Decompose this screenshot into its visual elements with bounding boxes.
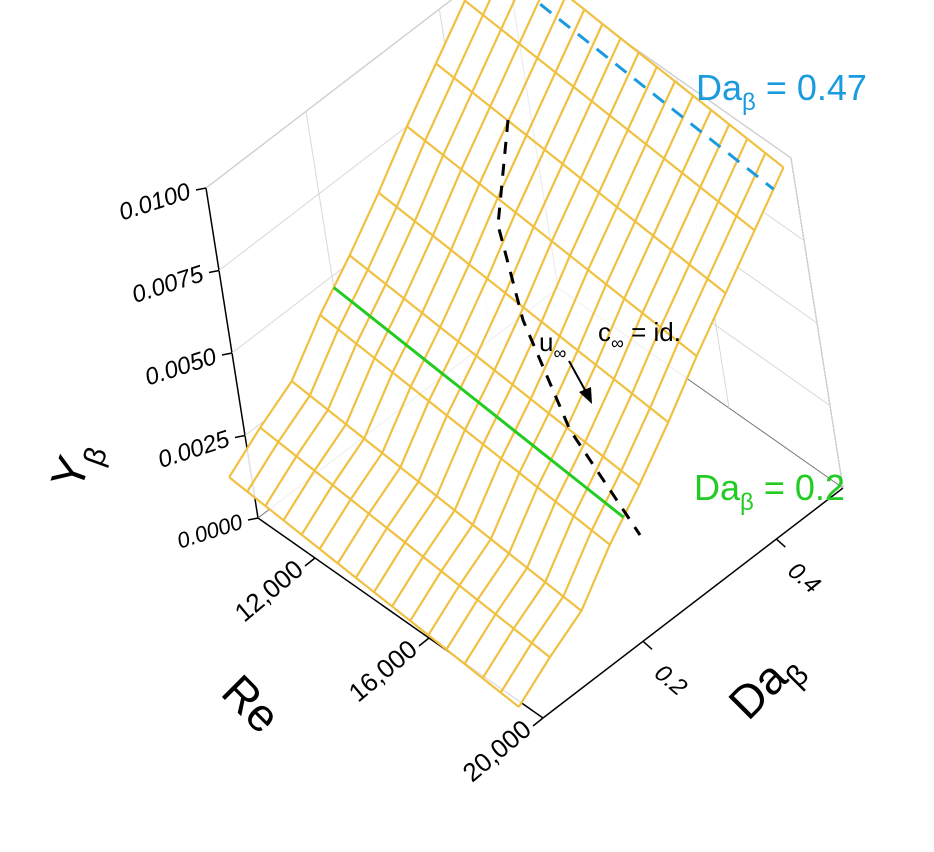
constant-c-infinity-line <box>496 119 642 536</box>
annotation-u-infinity: u∞ <box>539 327 566 363</box>
surface-line-re <box>517 166 785 708</box>
annotation-c-infinity: c∞ = id. <box>598 317 681 353</box>
y-tick-label: 0.4 <box>782 557 825 599</box>
surface-line-da <box>377 191 669 424</box>
surface-line-re <box>499 152 767 694</box>
y-axis-label: Daβ <box>718 638 815 735</box>
x-tick-label: 12,000 <box>229 554 309 628</box>
z-tick-label: 0.0025 <box>155 425 234 474</box>
x-axis-label: Re <box>212 665 290 743</box>
surface-mesh <box>228 0 785 708</box>
surface-line-re <box>373 52 640 593</box>
z-tick <box>221 352 233 356</box>
surface-line-re <box>282 0 541 521</box>
z-tick-label: 0.0000 <box>174 509 246 554</box>
x-tick <box>304 557 316 567</box>
annotation-da-047: Daβ = 0.47 <box>696 67 867 116</box>
y-tick <box>642 640 653 650</box>
surface-line-da <box>319 314 611 546</box>
x-tick <box>418 637 430 647</box>
annotation-lines <box>332 0 775 536</box>
surface-line-da <box>464 0 756 232</box>
surface-line-da <box>291 380 583 612</box>
z-axis-label: Yβ <box>40 433 114 499</box>
surface-line-re <box>445 109 713 651</box>
z-tick <box>195 187 207 191</box>
surface-line-da <box>570 0 785 169</box>
annotation-arrow <box>568 360 592 404</box>
z-tick-label: 0.0050 <box>142 343 221 392</box>
z-tick <box>234 434 246 439</box>
y-tick-label: 0.2 <box>649 659 692 701</box>
surface-line-da <box>348 254 640 486</box>
z-tick-label: 0.0100 <box>116 178 195 227</box>
box-edge-floor <box>542 487 844 719</box>
surface-line-re <box>481 138 749 679</box>
x-tick <box>532 717 544 727</box>
annotation-line <box>332 286 625 519</box>
surface-line-re <box>318 9 586 550</box>
surface-line-re <box>391 66 658 608</box>
surface-line-da <box>228 476 520 708</box>
gridline-x <box>790 157 844 489</box>
surface-line-re <box>463 123 731 665</box>
surface-line-re <box>427 95 694 636</box>
surface-line-da <box>435 62 727 295</box>
x-tick-label: 20,000 <box>457 714 537 788</box>
z-tick-label: 0.0075 <box>129 260 208 309</box>
x-tick-label: 16,000 <box>343 634 423 708</box>
surface-line-re <box>246 0 492 493</box>
y-tick <box>775 538 786 548</box>
surface-fill <box>229 0 784 707</box>
annotation-da-02: Daβ = 0.2 <box>694 467 845 516</box>
surface-line-re <box>228 0 467 478</box>
surface-line-re <box>264 0 516 507</box>
surface-line-re <box>300 0 566 536</box>
z-tick <box>247 517 259 521</box>
z-tick <box>208 269 220 274</box>
surface-line-re <box>409 80 676 622</box>
surface-line-re <box>354 37 622 579</box>
surface-line-da <box>259 426 551 659</box>
surface-line-da <box>406 125 698 357</box>
surface-line-re <box>336 23 604 564</box>
